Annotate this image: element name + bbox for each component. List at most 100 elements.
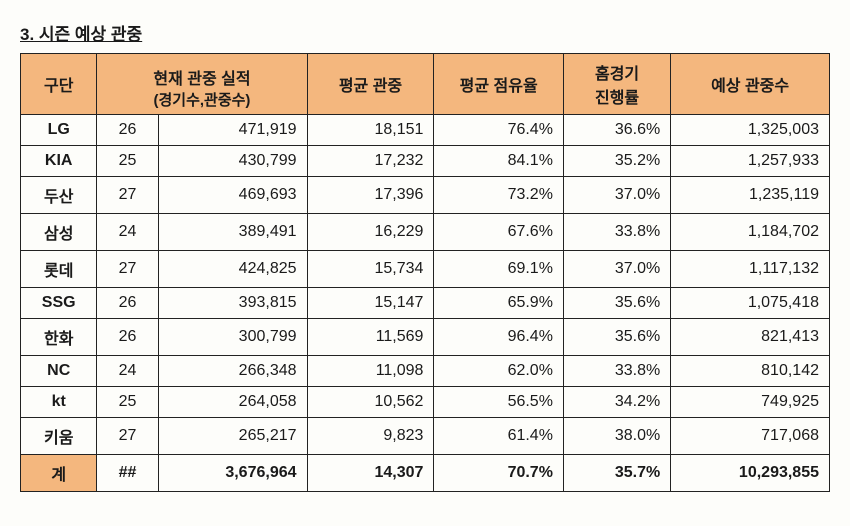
cell-games: 24 (97, 214, 158, 251)
cell-games: 25 (97, 146, 158, 177)
table-row: 키움27265,2179,82361.4%38.0%717,068 (21, 418, 830, 455)
cell-share: 56.5% (434, 387, 564, 418)
cell-team-total: 계 (21, 455, 97, 492)
cell-attend: 264,058 (158, 387, 307, 418)
cell-progress: 37.0% (563, 177, 670, 214)
cell-avg: 15,734 (307, 251, 434, 288)
th-current: 현재 관중 실적 (경기수,관중수) (97, 54, 307, 115)
cell-team: 키움 (21, 418, 97, 455)
cell-share-total: 70.7% (434, 455, 564, 492)
th-progress-l1: 홈경기 (574, 60, 660, 84)
cell-progress: 33.8% (563, 356, 670, 387)
cell-games: 26 (97, 115, 158, 146)
table-row: 한화26300,79911,56996.4%35.6%821,413 (21, 319, 830, 356)
cell-team: 삼성 (21, 214, 97, 251)
cell-share: 65.9% (434, 288, 564, 319)
section-title: 3. 시즌 예상 관중 (20, 20, 830, 45)
table-row: LG26471,91918,15176.4%36.6%1,325,003 (21, 115, 830, 146)
cell-avg: 10,562 (307, 387, 434, 418)
cell-progress: 36.6% (563, 115, 670, 146)
table-row: KIA25430,79917,23284.1%35.2%1,257,933 (21, 146, 830, 177)
th-progress-l2: 진행률 (574, 84, 660, 108)
cell-avg: 17,232 (307, 146, 434, 177)
attendance-table: 구단 현재 관중 실적 (경기수,관중수) 평균 관중 평균 점유율 홈경기 진… (20, 53, 830, 492)
cell-attend: 471,919 (158, 115, 307, 146)
cell-attend: 424,825 (158, 251, 307, 288)
th-projected: 예상 관중수 (671, 54, 830, 115)
cell-progress: 35.6% (563, 319, 670, 356)
table-row: 롯데27424,82515,73469.1%37.0%1,117,132 (21, 251, 830, 288)
cell-team: LG (21, 115, 97, 146)
cell-attend-total: 3,676,964 (158, 455, 307, 492)
cell-projected: 1,257,933 (671, 146, 830, 177)
cell-progress: 33.8% (563, 214, 670, 251)
cell-games: 26 (97, 319, 158, 356)
th-team: 구단 (21, 54, 97, 115)
cell-projected: 821,413 (671, 319, 830, 356)
cell-games: 27 (97, 177, 158, 214)
cell-attend: 266,348 (158, 356, 307, 387)
table-row: SSG26393,81515,14765.9%35.6%1,075,418 (21, 288, 830, 319)
cell-avg-total: 14,307 (307, 455, 434, 492)
cell-progress: 34.2% (563, 387, 670, 418)
cell-share: 69.1% (434, 251, 564, 288)
table-row-total: 계##3,676,96414,30770.7%35.7%10,293,855 (21, 455, 830, 492)
cell-share: 62.0% (434, 356, 564, 387)
cell-share: 67.6% (434, 214, 564, 251)
th-current-sub: (경기수,관중수) (107, 89, 296, 110)
th-progress: 홈경기 진행률 (563, 54, 670, 115)
cell-avg: 18,151 (307, 115, 434, 146)
cell-projected: 1,075,418 (671, 288, 830, 319)
cell-progress: 38.0% (563, 418, 670, 455)
cell-attend: 389,491 (158, 214, 307, 251)
cell-share: 96.4% (434, 319, 564, 356)
cell-attend: 265,217 (158, 418, 307, 455)
cell-attend: 469,693 (158, 177, 307, 214)
table-row: kt25264,05810,56256.5%34.2%749,925 (21, 387, 830, 418)
cell-team: SSG (21, 288, 97, 319)
cell-avg: 17,396 (307, 177, 434, 214)
cell-team: 롯데 (21, 251, 97, 288)
cell-share: 76.4% (434, 115, 564, 146)
cell-progress-total: 35.7% (563, 455, 670, 492)
cell-games-total: ## (97, 455, 158, 492)
cell-games: 25 (97, 387, 158, 418)
cell-team: NC (21, 356, 97, 387)
table-row: 삼성24389,49116,22967.6%33.8%1,184,702 (21, 214, 830, 251)
cell-projected-total: 10,293,855 (671, 455, 830, 492)
cell-projected: 1,184,702 (671, 214, 830, 251)
cell-progress: 37.0% (563, 251, 670, 288)
th-avg: 평균 관중 (307, 54, 434, 115)
cell-games: 27 (97, 251, 158, 288)
cell-projected: 749,925 (671, 387, 830, 418)
cell-team: 두산 (21, 177, 97, 214)
table-body: LG26471,91918,15176.4%36.6%1,325,003KIA2… (21, 115, 830, 492)
cell-avg: 9,823 (307, 418, 434, 455)
th-share: 평균 점유율 (434, 54, 564, 115)
cell-avg: 16,229 (307, 214, 434, 251)
cell-team: KIA (21, 146, 97, 177)
cell-progress: 35.2% (563, 146, 670, 177)
cell-attend: 430,799 (158, 146, 307, 177)
cell-projected: 1,117,132 (671, 251, 830, 288)
cell-projected: 1,235,119 (671, 177, 830, 214)
cell-avg: 11,569 (307, 319, 434, 356)
cell-games: 24 (97, 356, 158, 387)
cell-projected: 810,142 (671, 356, 830, 387)
th-current-main: 현재 관중 실적 (107, 65, 296, 89)
cell-team: kt (21, 387, 97, 418)
cell-games: 27 (97, 418, 158, 455)
cell-share: 73.2% (434, 177, 564, 214)
table-row: NC24266,34811,09862.0%33.8%810,142 (21, 356, 830, 387)
cell-avg: 11,098 (307, 356, 434, 387)
cell-share: 84.1% (434, 146, 564, 177)
cell-projected: 717,068 (671, 418, 830, 455)
table-row: 두산27469,69317,39673.2%37.0%1,235,119 (21, 177, 830, 214)
cell-games: 26 (97, 288, 158, 319)
cell-attend: 393,815 (158, 288, 307, 319)
cell-progress: 35.6% (563, 288, 670, 319)
cell-attend: 300,799 (158, 319, 307, 356)
cell-projected: 1,325,003 (671, 115, 830, 146)
cell-share: 61.4% (434, 418, 564, 455)
cell-avg: 15,147 (307, 288, 434, 319)
